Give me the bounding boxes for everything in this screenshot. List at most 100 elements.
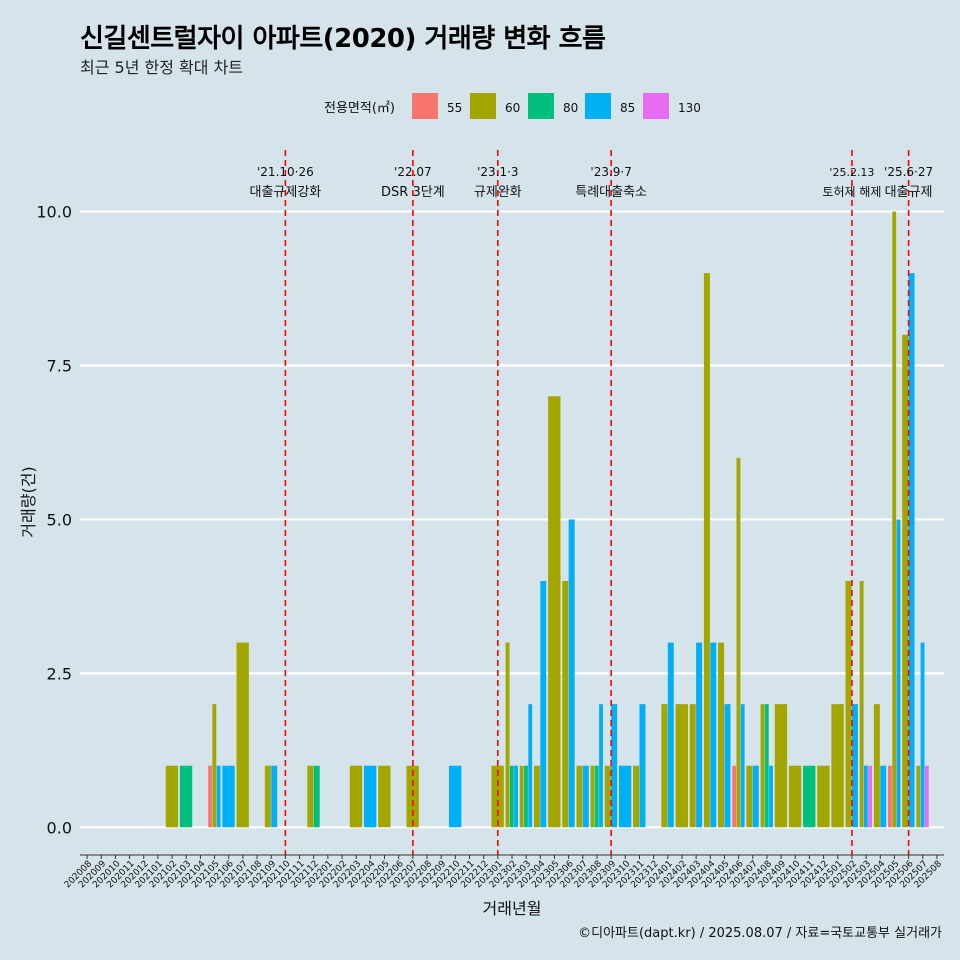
bar-202406-60 (736, 457, 741, 828)
bar-202306-85 (568, 519, 575, 828)
event-label: 규제완화 (474, 185, 522, 200)
bar-202409-60 (774, 704, 788, 828)
bar-202308-60 (590, 765, 595, 828)
bar-202507-85 (920, 642, 925, 828)
bar-202405-60 (718, 642, 725, 828)
bar-202207-60 (406, 765, 419, 828)
legend-key-55 (412, 93, 438, 119)
bar-202412-60 (817, 765, 830, 828)
bar-202310-85 (618, 765, 632, 828)
bar-202309-85 (611, 704, 618, 828)
bar-202112-80 (313, 765, 320, 828)
chart-subtitle: 최근 5년 한정 확대 차트 (80, 58, 244, 77)
bar-202410-60 (788, 765, 802, 828)
bar-202406-55 (732, 765, 737, 828)
bar-202304-85 (540, 581, 547, 828)
legend-label: 55 (447, 101, 462, 115)
bar-202507-60 (916, 765, 921, 828)
y-tick-label: 5.0 (47, 510, 72, 529)
bar-202205-60 (378, 765, 391, 828)
bar-202302-60 (505, 642, 510, 828)
bar-202107-60 (236, 642, 249, 828)
bar-202311-60 (633, 765, 640, 828)
bar-202112-60 (307, 765, 314, 828)
legend-label: 85 (620, 101, 635, 115)
bar-202303-60 (519, 765, 524, 828)
bar-202302-85 (514, 765, 518, 828)
bar-202105-85 (216, 765, 221, 828)
bar-202408-80 (764, 704, 769, 828)
bar-202408-85 (769, 765, 773, 828)
bar-202105-60 (212, 704, 217, 828)
bar-202405-85 (724, 704, 731, 828)
y-axis-title: 거래량(건) (19, 466, 38, 537)
chart-title: 신길센트럴자이 아파트(2020) 거래량 변화 흐름 (80, 24, 606, 54)
bar-202411-80 (803, 765, 816, 828)
axes: 2020082020092020102020112020122021012021… (19, 466, 944, 918)
bar-202501-60 (831, 704, 844, 828)
legend-label: 60 (505, 101, 520, 115)
bar-202109-60 (264, 765, 271, 828)
bar-202503-85 (863, 765, 868, 828)
legend-key-80 (528, 93, 554, 119)
bar-202309-60 (604, 765, 611, 828)
legend-key-60 (470, 93, 496, 119)
bar-202406-85 (740, 704, 745, 828)
bar-202506-85 (908, 273, 915, 828)
bars (165, 211, 929, 828)
event-date: '23.9·7 (590, 165, 631, 179)
legend-key-130 (643, 93, 669, 119)
bar-202505-85 (896, 519, 901, 828)
legend-label: 130 (678, 101, 701, 115)
bar-202308-85 (599, 704, 603, 828)
bar-202303-85 (528, 704, 533, 828)
y-tick-label: 10.0 (36, 203, 72, 222)
bar-202504-60 (873, 704, 880, 828)
event-label: 대출규제강화 (249, 185, 321, 200)
bar-202311-85 (639, 704, 646, 828)
source-caption: ©디아파트(dapt.kr) / 2025.08.07 / 자료=국토교통부 실… (578, 926, 942, 941)
bar-202303-80 (524, 765, 528, 828)
bar-202307-85 (582, 765, 589, 828)
bar-202308-80 (594, 765, 599, 828)
bar-202407-85 (752, 765, 759, 828)
bar-202401-60 (661, 704, 668, 828)
bar-202408-60 (760, 704, 765, 828)
bar-202302-80 (509, 765, 514, 828)
legend-key-85 (585, 93, 611, 119)
bar-202403-60 (689, 704, 696, 828)
legend-title: 전용면적(㎡) (324, 101, 395, 116)
bar-202102-60 (165, 765, 179, 828)
legend-label: 80 (563, 101, 578, 115)
bar-202404-60 (703, 273, 710, 828)
bar-202307-60 (576, 765, 583, 828)
bar-202204-85 (363, 765, 377, 828)
legend: 전용면적(㎡) 55 60 80 85 130 (324, 93, 701, 119)
bar-202507-130 (924, 765, 929, 828)
bar-202304-60 (533, 765, 540, 828)
event-date: '25.6·27 (884, 165, 933, 179)
y-tick-label: 0.0 (47, 818, 72, 837)
bar-202503-130 (868, 765, 873, 828)
event-label: DSR 3단계 (381, 185, 445, 200)
bar-202505-55 (888, 765, 892, 828)
bar-202401-85 (667, 642, 674, 828)
event-date: '25.2.13 (829, 166, 874, 179)
bar-202402-60 (675, 704, 688, 828)
event-date: '21.10·26 (257, 165, 314, 179)
bar-202502-85 (851, 704, 858, 828)
event-label: 대출규제 (885, 185, 933, 200)
y-tick-label: 2.5 (47, 664, 72, 683)
bar-202505-60 (892, 211, 897, 828)
event-label: 특례대출축소 (575, 185, 647, 200)
event-lines: '21.10·26 대출규제강화 '22.07 DSR 3단계 '23.1·3 규제완화 '… (249, 150, 933, 855)
x-axis-title: 거래년월 (483, 899, 542, 918)
bar-202306-60 (562, 581, 569, 828)
bar-202203-60 (349, 765, 363, 828)
bar-202105-55 (208, 765, 213, 828)
bar-202403-85 (696, 642, 703, 828)
bar-202504-85 (880, 765, 887, 828)
gridlines: 0.0 2.5 5.0 7.5 10.0 (36, 203, 944, 837)
bar-202503-60 (859, 581, 864, 828)
